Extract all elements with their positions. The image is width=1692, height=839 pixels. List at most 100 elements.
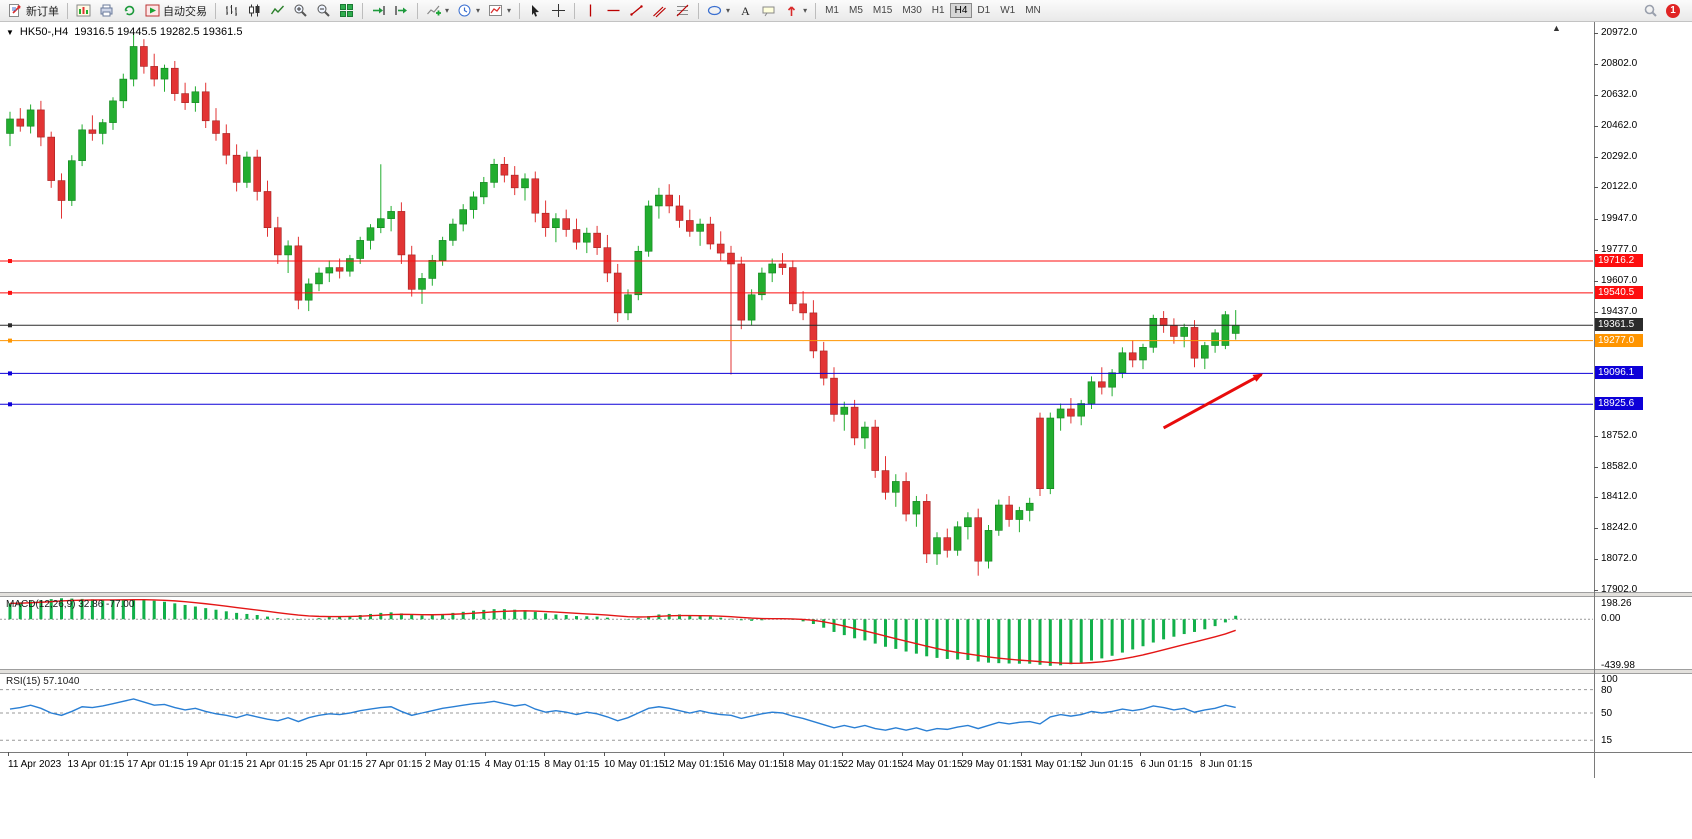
candle: [562, 209, 571, 237]
candle: [140, 39, 148, 74]
notification-badge[interactable]: 1: [1666, 3, 1680, 18]
candle: [768, 258, 777, 283]
periods-button[interactable]: ▾: [453, 1, 484, 20]
candle: [799, 291, 807, 321]
candle: [943, 528, 952, 558]
vertical-line-tool-button[interactable]: [579, 1, 602, 20]
chevron-down-icon: ▾: [507, 6, 512, 15]
timeframe-d1-button[interactable]: D1: [972, 3, 995, 18]
timeframe-w1-button[interactable]: W1: [995, 3, 1020, 18]
candle: [1201, 341, 1209, 370]
horizontal-line-object[interactable]: [0, 402, 1593, 407]
print-button[interactable]: [95, 1, 118, 20]
toolbar: 新订单 自动交易: [0, 0, 1692, 22]
chart-window: ▼ HK50-,H4 19316.5 19445.5 19282.5 19361…: [0, 22, 1692, 839]
trend-arrow-annotation[interactable]: [1162, 373, 1264, 430]
chart-shift-marker[interactable]: ▲: [1552, 23, 1561, 33]
indicators-icon: [427, 5, 441, 16]
candle: [119, 73, 128, 109]
refresh-button[interactable]: [118, 1, 141, 20]
candle: [1139, 343, 1147, 370]
candle: [809, 300, 818, 359]
timeframe-m5-button[interactable]: M5: [844, 3, 868, 18]
search-button[interactable]: [1639, 1, 1662, 20]
text-tool-button[interactable]: A: [734, 1, 757, 20]
timeframe-h4-button[interactable]: H4: [949, 3, 973, 18]
horizontal-line-object[interactable]: [0, 290, 1593, 295]
zoom-in-button[interactable]: [289, 1, 312, 20]
candle: [593, 225, 601, 255]
candle: [68, 155, 76, 206]
candle: [840, 401, 849, 431]
autoscroll-button[interactable]: [367, 1, 390, 20]
indicators-button[interactable]: ▾: [422, 1, 453, 20]
charts-window-button[interactable]: [72, 1, 95, 20]
candle: [98, 118, 107, 145]
new-order-button[interactable]: 新订单: [4, 1, 63, 20]
time-axis[interactable]: [0, 752, 1692, 779]
horizontal-line-object[interactable]: [0, 338, 1593, 343]
text-label-tool-button[interactable]: [757, 1, 780, 20]
price-axis-border[interactable]: [1594, 22, 1595, 778]
horizontal-line-object[interactable]: [0, 371, 1593, 376]
candle: [994, 499, 1003, 536]
candlestick-mode-button[interactable]: [243, 1, 266, 20]
toolbar-separator: [215, 2, 216, 19]
price-chart-canvas[interactable]: [0, 22, 1692, 592]
candle: [294, 236, 303, 310]
line-chart-mode-button[interactable]: [266, 1, 289, 20]
timeframe-h1-button[interactable]: H1: [927, 3, 950, 18]
autoscroll-icon: [373, 6, 385, 15]
candle: [850, 399, 859, 446]
templates-button[interactable]: ▾: [484, 1, 515, 20]
candle: [1149, 314, 1158, 353]
candle: [490, 158, 498, 188]
cursor-tool-button[interactable]: [524, 1, 547, 20]
tile-windows-button[interactable]: [335, 1, 358, 20]
panel-splitter[interactable]: [0, 669, 1692, 674]
clock-icon: [458, 4, 471, 17]
crosshair-tool-button[interactable]: [547, 1, 570, 20]
chevron-down-icon: ▾: [803, 6, 808, 15]
shapes-tool-button[interactable]: ▾: [703, 1, 734, 20]
candle: [933, 532, 941, 565]
panel-splitter[interactable]: [0, 592, 1692, 597]
timeframe-m30-button[interactable]: M30: [897, 3, 926, 18]
candle: [902, 472, 910, 522]
macd-panel-canvas[interactable]: [0, 597, 1692, 669]
timeframe-m1-button[interactable]: M1: [820, 3, 844, 18]
fibonacci-tool-button[interactable]: [671, 1, 694, 20]
candle: [191, 86, 200, 112]
text-icon: A: [741, 4, 750, 18]
candle: [964, 512, 972, 540]
autotrading-button[interactable]: 自动交易: [141, 1, 211, 20]
candle: [603, 234, 612, 283]
trendline-tool-button[interactable]: [625, 1, 648, 20]
horizontal-line-object[interactable]: [0, 259, 1593, 264]
chart-ohlc-header: ▼ HK50-,H4 19316.5 19445.5 19282.5 19361…: [6, 26, 242, 38]
timeframe-m15-button[interactable]: M15: [868, 3, 897, 18]
bar-chart-mode-button[interactable]: [220, 1, 243, 20]
rsi-panel-canvas[interactable]: [0, 674, 1692, 752]
candle: [1170, 318, 1178, 344]
autotrading-icon: [145, 4, 160, 17]
candle: [819, 341, 828, 386]
chart-shift-button[interactable]: [390, 1, 413, 20]
candle: [449, 218, 457, 246]
candle: [387, 205, 395, 232]
candle: [37, 100, 45, 147]
candle: [1159, 311, 1168, 333]
autotrading-label: 自动交易: [163, 5, 207, 18]
candle: [830, 367, 838, 422]
arrow-objects-button[interactable]: ▾: [780, 1, 811, 20]
horizontal-line-icon: [607, 9, 620, 12]
timeframe-mn-button[interactable]: MN: [1020, 3, 1046, 18]
candle: [665, 184, 674, 214]
candle: [1025, 497, 1034, 522]
zoom-out-button[interactable]: [312, 1, 335, 20]
vertical-line-icon: [589, 4, 592, 17]
horizontal-line-tool-button[interactable]: [602, 1, 625, 20]
current-price-line[interactable]: [0, 323, 1593, 328]
channel-tool-button[interactable]: [648, 1, 671, 20]
cursor-icon: [532, 5, 540, 17]
